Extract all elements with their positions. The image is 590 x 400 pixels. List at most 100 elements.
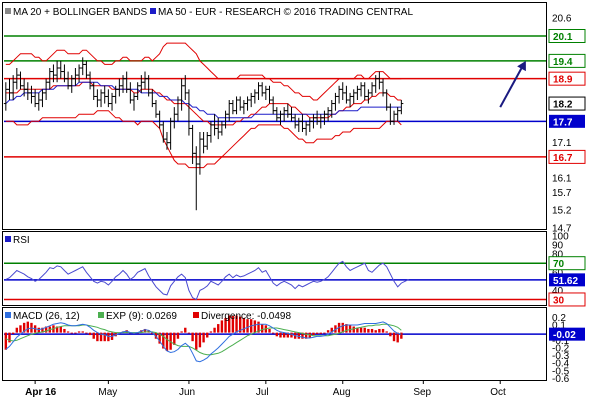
y-tick-label: -0.5 <box>552 366 570 377</box>
divergence-bar <box>363 327 366 333</box>
divergence-bar <box>315 332 319 334</box>
price-bar <box>234 96 239 115</box>
level-badge-label: 17.7 <box>553 117 573 128</box>
price-panel-frame <box>2 2 547 230</box>
level-badge-label: 16.7 <box>553 153 573 164</box>
price-bar <box>381 78 386 97</box>
divergence-bar <box>81 331 84 333</box>
price-bar <box>29 85 34 104</box>
price-bar <box>73 68 78 86</box>
price-bar <box>304 121 309 136</box>
x-tick-label: Apr 16 <box>25 387 57 398</box>
level-badge-label: -0.02 <box>553 330 576 341</box>
x-tick-label: Jul <box>256 387 269 398</box>
price-bar <box>337 85 342 104</box>
divergence-bar <box>15 327 19 333</box>
price-bar <box>77 64 82 83</box>
macd-legend-divergence: Divergence: -0.0498 <box>201 311 291 322</box>
divergence-bar <box>213 327 216 333</box>
price-bar <box>84 60 89 79</box>
price-bar <box>201 132 206 154</box>
price-bar <box>66 71 71 90</box>
divergence-bar <box>59 326 62 333</box>
forecast-arrow-shaft <box>499 63 525 108</box>
price-bar <box>362 82 367 100</box>
price-bar <box>88 71 93 90</box>
price-bar <box>359 82 364 97</box>
price-legend-ma20: MA 20 + BOLLINGER BANDS <box>13 7 148 18</box>
level-badge <box>549 327 585 341</box>
price-bar <box>161 121 166 143</box>
y-tick-label: 40 <box>552 286 564 297</box>
divergence-bar <box>198 332 202 348</box>
divergence-bar <box>99 332 103 342</box>
divergence-bar <box>268 328 271 333</box>
divergence-bar <box>242 317 246 333</box>
divergence-bar <box>88 332 92 336</box>
price-bar <box>7 78 12 100</box>
divergence-bar <box>11 332 15 334</box>
divergence-bar <box>187 332 191 334</box>
divergence-bar <box>224 317 227 333</box>
divergence-bar <box>44 326 48 333</box>
divergence-bar <box>356 327 359 333</box>
divergence-bar <box>22 322 26 333</box>
price-bar <box>157 110 162 129</box>
divergence-bar <box>165 332 169 351</box>
y-tick-label: 16.1 <box>552 174 572 185</box>
divergence-bar <box>26 321 30 333</box>
price-bar <box>307 117 312 132</box>
level-badge-label: 18.2 <box>553 100 573 111</box>
level-badge-label: 19.4 <box>553 57 573 68</box>
x-tick-label: May <box>98 387 117 398</box>
price-bar <box>186 89 191 136</box>
divergence-bar <box>162 332 165 349</box>
divergence-bar <box>173 332 176 345</box>
divergence-bar <box>334 325 337 333</box>
price-bar <box>355 85 360 100</box>
divergence-bar <box>202 332 205 343</box>
price-bar <box>205 132 210 150</box>
price-bar <box>267 85 272 104</box>
x-tick-label: Sep <box>413 387 431 398</box>
y-tick-label: 14.7 <box>552 224 572 235</box>
macd-legend: MACD (26, 12) EXP (9): 0.0269 Divergence… <box>5 311 291 322</box>
price-bar <box>278 110 283 125</box>
bollinger-upper-line <box>5 42 402 101</box>
price-bar <box>69 75 74 93</box>
level-badge <box>548 53 586 68</box>
price-bar <box>128 82 133 104</box>
price-bar <box>285 103 290 118</box>
divergence-bar <box>85 332 88 334</box>
divergence-bar <box>260 324 264 333</box>
rsi-line <box>5 260 409 301</box>
x-tick-label: Aug <box>333 387 351 398</box>
forecast-arrow-head <box>517 60 526 72</box>
exp-legend-icon <box>98 312 104 318</box>
level-badge <box>548 96 586 111</box>
divergence-bar <box>180 331 183 333</box>
rsi-legend: RSI <box>5 235 30 246</box>
price-bar <box>102 85 107 104</box>
price-bar <box>230 100 235 115</box>
divergence-bar <box>63 328 66 333</box>
divergence-legend-icon <box>193 312 199 318</box>
price-bar <box>132 92 137 111</box>
price-bar <box>296 117 301 132</box>
level-lines <box>4 35 546 335</box>
price-bar <box>58 60 63 79</box>
divergence-bar <box>271 332 275 334</box>
price-bar <box>62 64 67 83</box>
level-badge <box>548 29 586 43</box>
price-bar <box>142 71 147 90</box>
price-bar <box>219 121 224 136</box>
divergence-bar <box>55 326 59 333</box>
divergence-bar <box>326 330 330 333</box>
price-bar <box>373 75 378 93</box>
divergence-bar <box>367 328 370 333</box>
price-bar <box>110 92 115 111</box>
divergence-bar <box>290 332 293 338</box>
divergence-bar <box>231 315 235 333</box>
y-tick-label: 0.2 <box>552 313 566 324</box>
